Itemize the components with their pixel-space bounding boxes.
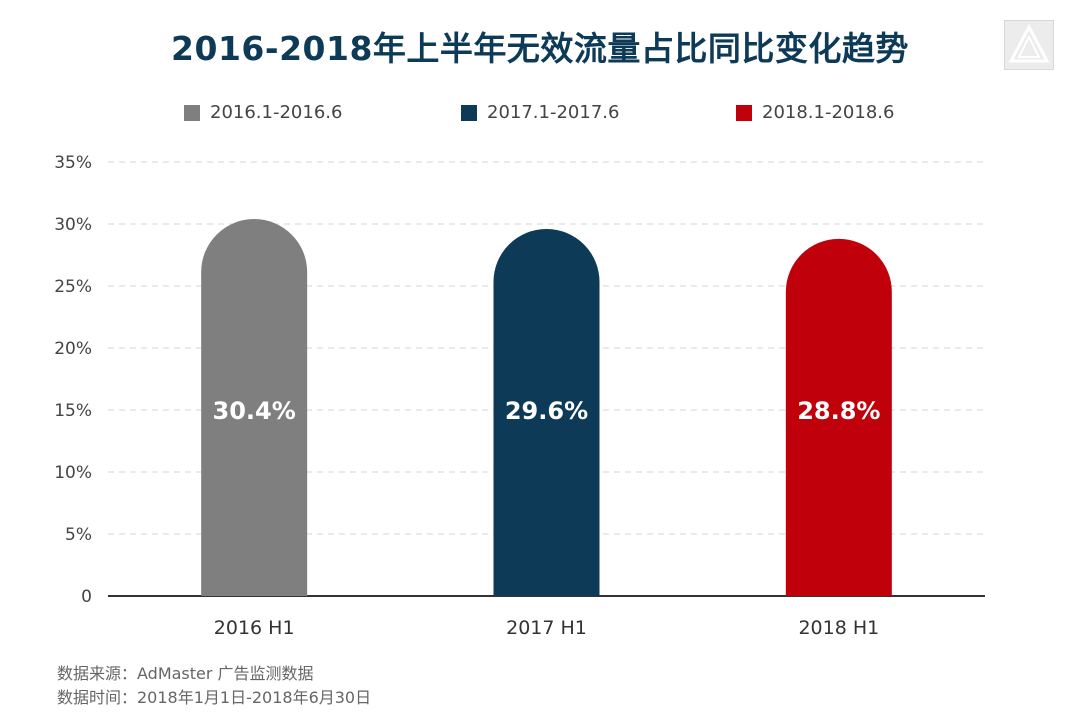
y-tick-label: 0 [81, 587, 92, 607]
x-tick-label: 2016 H1 [214, 617, 295, 639]
data-label: 30.4% [213, 397, 296, 425]
legend-swatch [184, 104, 200, 121]
y-tick-label: 35% [54, 153, 92, 173]
y-tick-label: 30% [54, 215, 92, 235]
data-period-note: 数据时间：2018年1月1日-2018年6月30日 [57, 688, 372, 707]
legend-swatch [736, 104, 752, 121]
chart-title: 2016-2018年上半年无效流量占比同比变化趋势 [171, 29, 909, 68]
y-tick-label: 15% [54, 401, 92, 421]
x-tick-label: 2018 H1 [798, 617, 879, 639]
legend-label: 2016.1-2016.6 [210, 102, 343, 123]
legend-item: 2017.1-2017.6 [461, 102, 619, 123]
triangle-logo-icon [1004, 20, 1054, 70]
legend-label: 2017.1-2017.6 [487, 102, 620, 123]
y-tick-label: 20% [54, 339, 92, 359]
legend-item: 2018.1-2018.6 [736, 102, 894, 123]
data-label: 29.6% [505, 397, 588, 425]
chart-legend: 2016.1-2016.6 2017.1-2017.6 2018.1-2018.… [0, 102, 1080, 126]
y-tick-label: 5% [65, 525, 92, 545]
y-tick-label: 10% [54, 463, 92, 483]
data-label: 28.8% [797, 397, 880, 425]
bar [201, 219, 308, 596]
legend-item: 2016.1-2016.6 [184, 102, 342, 123]
bar [785, 238, 892, 597]
data-source-note: 数据来源：AdMaster 广告监测数据 [57, 664, 314, 683]
bar [493, 228, 600, 596]
legend-swatch [461, 104, 477, 121]
legend-label: 2018.1-2018.6 [762, 102, 895, 123]
y-tick-label: 25% [54, 277, 92, 297]
x-tick-label: 2017 H1 [506, 617, 587, 639]
